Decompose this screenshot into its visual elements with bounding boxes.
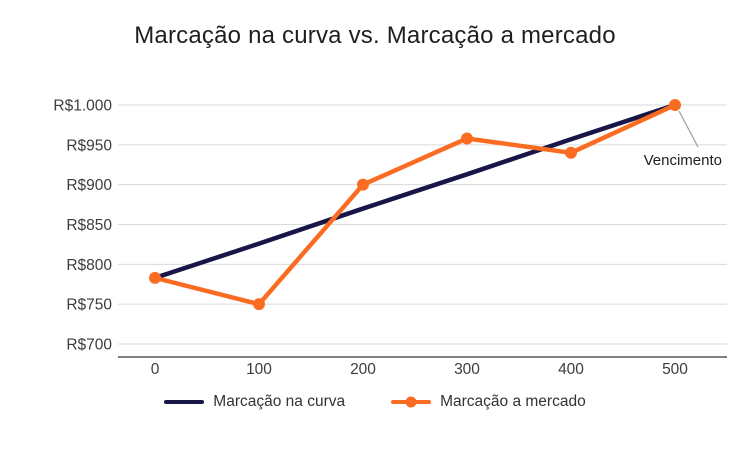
annotation-leader-line — [678, 110, 699, 148]
x-tick-label: 100 — [246, 361, 272, 378]
data-point-marker — [357, 178, 369, 191]
y-tick-label: R$900 — [66, 177, 112, 194]
legend-item-marcacao-na-curva: Marcação na curva — [164, 393, 345, 411]
legend-swatch-curva-line — [164, 400, 205, 404]
x-tick-label: 0 — [151, 361, 160, 378]
y-tick-label: R$700 — [66, 337, 112, 354]
data-point-marker — [253, 298, 265, 311]
x-tick-label: 400 — [558, 361, 584, 378]
legend: Marcação na curva Marcação a mercado — [0, 393, 750, 411]
y-tick-label: R$950 — [66, 137, 112, 154]
data-point-marker — [149, 271, 161, 284]
legend-item-marcacao-a-mercado: Marcação a mercado — [391, 393, 586, 411]
y-tick-label: R$800 — [66, 257, 112, 274]
legend-swatch-mercado-line — [391, 396, 432, 408]
x-tick-label: 500 — [662, 361, 688, 378]
data-point-marker — [461, 132, 473, 145]
annotation-vencimento: Vencimento — [644, 152, 722, 169]
y-tick-label: R$850 — [66, 217, 112, 234]
series-line — [152, 102, 678, 281]
data-point-marker — [565, 146, 577, 159]
y-tick-label: R$1.000 — [53, 98, 112, 115]
y-tick-label: R$750 — [66, 297, 112, 314]
data-point-marker — [669, 99, 681, 111]
legend-label-curva: Marcação na curva — [213, 393, 346, 410]
chart-title: Marcação na curva vs. Marcação a mercado — [134, 22, 616, 49]
line-chart: R$700 R$750 R$800 R$850 R$900 R$950 R$1.000 0 10… — [53, 98, 727, 378]
legend-label-mercado: Marcação a mercado — [440, 393, 586, 410]
legend-marker-dot — [405, 396, 417, 408]
x-tick-label: 200 — [350, 361, 376, 378]
series-line — [152, 102, 678, 307]
x-tick-label: 300 — [454, 361, 480, 378]
